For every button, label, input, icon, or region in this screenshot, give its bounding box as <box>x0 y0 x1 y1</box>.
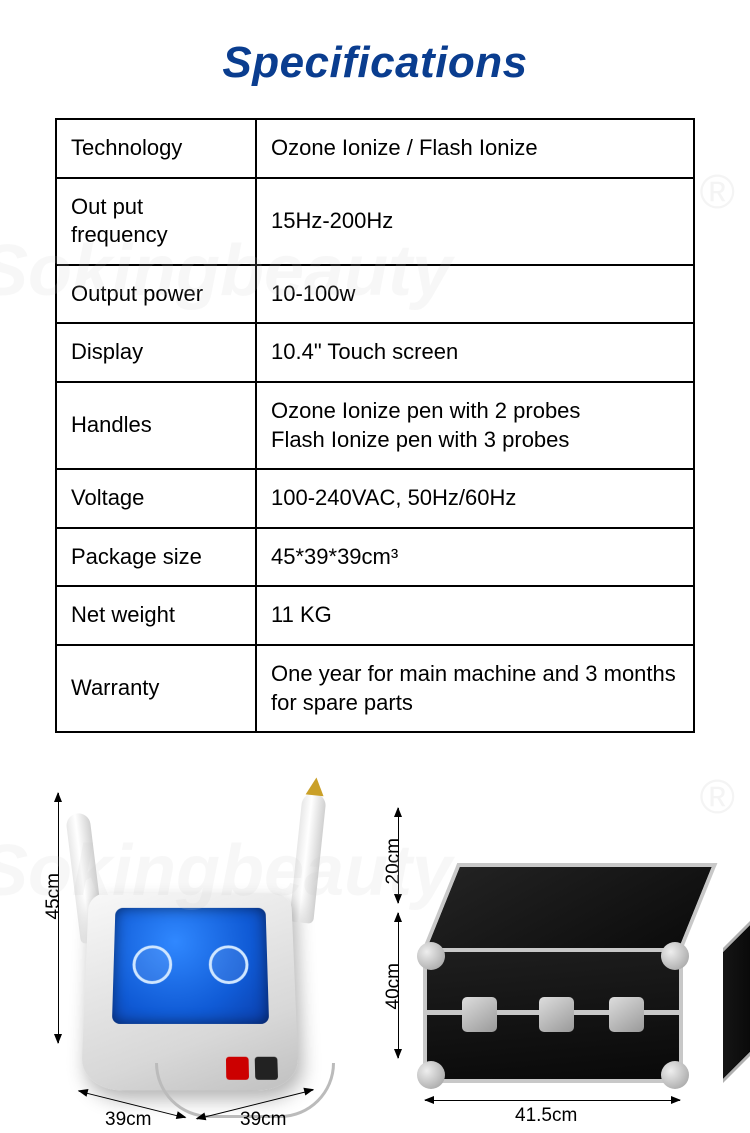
device-depth2-label: 39cm <box>240 1109 286 1131</box>
table-row: Output power10-100w <box>56 265 694 324</box>
table-row: HandlesOzone Ionize pen with 2 probesFla… <box>56 382 694 469</box>
probe-right-icon <box>289 792 326 924</box>
dim-arrow-icon <box>425 1100 680 1101</box>
spec-label: Display <box>56 323 256 382</box>
table-row: Out putfrequency15Hz-200Hz <box>56 178 694 265</box>
device-body-icon <box>81 893 299 1090</box>
case-width-label: 41.5cm <box>515 1105 577 1127</box>
screen-button-icon <box>132 946 172 985</box>
spec-value: Ozone Ionize pen with 2 probesFlash Ioni… <box>256 382 694 469</box>
dim-arrow-icon <box>398 913 399 1058</box>
dim-arrow-icon <box>398 808 399 903</box>
spec-value: One year for main machine and 3 months f… <box>256 645 694 732</box>
specifications-table: TechnologyOzone Ionize / Flash IonizeOut… <box>55 118 695 733</box>
spec-value: 10.4" Touch screen <box>256 323 694 382</box>
dim-arrow-icon <box>58 793 59 1043</box>
spec-value: 45*39*39cm³ <box>256 528 694 587</box>
spec-value: 15Hz-200Hz <box>256 178 694 265</box>
spec-value: 100-240VAC, 50Hz/60Hz <box>256 469 694 528</box>
spec-label: Voltage <box>56 469 256 528</box>
table-row: Package size45*39*39cm³ <box>56 528 694 587</box>
page-title: Specifications <box>0 0 750 88</box>
device-illustration: 45cm 39cm 39cm <box>35 783 365 1123</box>
spec-value: 11 KG <box>256 586 694 645</box>
device-height-label: 45cm <box>43 873 65 919</box>
spec-value: Ozone Ionize / Flash Ionize <box>256 119 694 178</box>
spec-value: 10-100w <box>256 265 694 324</box>
case-height-label: 20cm <box>383 838 405 884</box>
table-row: Display10.4" Touch screen <box>56 323 694 382</box>
product-images-row: 45cm 39cm 39cm 20cm 40cm <box>0 783 750 1123</box>
table-row: WarrantyOne year for main machine and 3 … <box>56 645 694 732</box>
spec-label: Package size <box>56 528 256 587</box>
device-depth1-label: 39cm <box>105 1109 151 1131</box>
spec-label: Warranty <box>56 645 256 732</box>
spec-label: Net weight <box>56 586 256 645</box>
case-depth-label: 40cm <box>383 963 405 1009</box>
spec-label: Technology <box>56 119 256 178</box>
spec-label: Handles <box>56 382 256 469</box>
flight-case-icon <box>423 863 683 1083</box>
case-illustration: 20cm 40cm 41.5cm <box>375 783 715 1123</box>
spec-label: Output power <box>56 265 256 324</box>
spec-label: Out putfrequency <box>56 178 256 265</box>
screen-button-icon <box>209 946 249 985</box>
table-row: Voltage100-240VAC, 50Hz/60Hz <box>56 469 694 528</box>
device-screen-icon <box>112 908 269 1024</box>
registered-mark-icon: ® <box>700 165 735 220</box>
table-row: TechnologyOzone Ionize / Flash Ionize <box>56 119 694 178</box>
table-row: Net weight11 KG <box>56 586 694 645</box>
